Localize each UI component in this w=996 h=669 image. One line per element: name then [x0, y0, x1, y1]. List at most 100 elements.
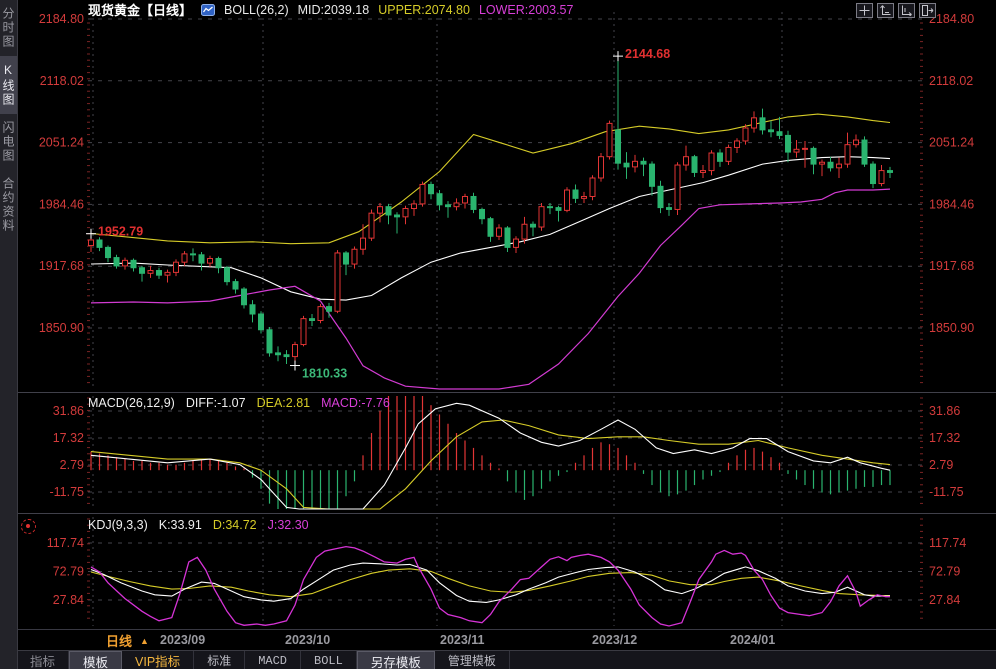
- candle-body: [581, 195, 587, 199]
- candle-body: [266, 329, 273, 354]
- candle-body: [317, 306, 324, 321]
- sidebar-item-flash-chart[interactable]: 闪电图: [1, 121, 15, 163]
- candle-body: [683, 156, 689, 166]
- candle-body: [402, 208, 409, 218]
- toolbar-item-模板[interactable]: 模板: [69, 651, 123, 669]
- kdj-d-line: [90, 568, 890, 598]
- y-axis-label-right: 17.32: [929, 431, 960, 445]
- toolbar-item-BOLL[interactable]: BOLL: [301, 651, 357, 669]
- toolbar-item-标准[interactable]: 标准: [194, 651, 246, 669]
- candle-body: [861, 139, 868, 165]
- sidebar-item-time-chart[interactable]: 分时图: [1, 7, 15, 49]
- candle-body: [606, 122, 613, 158]
- candle-body: [436, 193, 443, 206]
- candle-body: [428, 183, 434, 195]
- horizontal-axis-icon[interactable]: [898, 3, 915, 18]
- candle-body: [572, 189, 579, 199]
- date-label: 2023/09: [160, 633, 206, 647]
- candle-body: [538, 206, 545, 228]
- candle-body: [691, 156, 698, 173]
- candle-body: [241, 288, 247, 306]
- y-axis-label-right: 1850.90: [929, 321, 974, 335]
- date-label: 2024/01: [730, 633, 776, 647]
- candle-body: [207, 257, 213, 264]
- line-chart-icon: [201, 3, 216, 16]
- candle-body: [666, 207, 672, 210]
- candle-body: [96, 239, 103, 248]
- candle-body: [759, 117, 766, 131]
- candle-body: [487, 218, 494, 237]
- y-axis-label-right: -11.75: [929, 485, 964, 499]
- candle-body: [300, 318, 307, 346]
- candle-body: [453, 202, 460, 208]
- candle-body: [292, 344, 298, 358]
- date-label: 2023/11: [440, 633, 485, 647]
- candle-body: [615, 129, 621, 164]
- candle-body: [870, 163, 876, 185]
- candle-body: [598, 156, 604, 179]
- toolbar-item-管理模板[interactable]: 管理模板: [435, 651, 510, 669]
- kdj-d-value: D:34.72: [212, 518, 257, 532]
- sidebar-item-contract-info[interactable]: 合约资料: [1, 177, 15, 233]
- y-axis-label-left: 1850.90: [39, 321, 84, 335]
- candle-body: [734, 140, 740, 148]
- boll-lower-line: [90, 188, 891, 390]
- candle-body: [334, 252, 341, 312]
- toolbar-item-另存模板[interactable]: 另存模板: [356, 651, 435, 669]
- boll-indicator-label: BOLL(26,2): [224, 2, 289, 17]
- sidebar: 分时图 K线图 闪电图 合约资料: [0, 0, 18, 669]
- bottom-toolbar: 指标 模板 VIP指标 标准 MACD BOLL 另存模板 管理模板: [17, 650, 996, 669]
- candle-body: [479, 208, 485, 220]
- candle-body: [853, 139, 859, 146]
- y-axis-label-right: 31.86: [929, 404, 960, 418]
- toolbar-item-VIP指标[interactable]: VIP指标: [122, 651, 195, 669]
- candle-body: [844, 144, 851, 165]
- kdj-k-line: [90, 562, 890, 603]
- candle-body: [122, 259, 128, 267]
- chart-header: 现货黄金【日线】 BOLL(26,2) MID:2039.18 UPPER:20…: [88, 2, 573, 19]
- period-selector[interactable]: 日线 ▲: [100, 632, 155, 649]
- y-axis-label-left: 1984.46: [39, 197, 84, 211]
- y-axis-label-right: 27.84: [929, 593, 960, 607]
- boll-mid-value: MID:2039.18: [297, 2, 370, 17]
- candle-body: [785, 134, 791, 153]
- chart-canvas[interactable]: 1952.79 2144.68 1810.33 2184.80 2184.80 2118.…: [0, 0, 996, 650]
- candle-body: [700, 170, 706, 173]
- candle-body: [368, 212, 375, 239]
- crosshair-icon[interactable]: [856, 3, 873, 18]
- y-axis-label-right: 1984.46: [929, 197, 974, 211]
- candle-body: [878, 170, 885, 185]
- candle-body: [343, 252, 349, 265]
- indicator-settings-icon[interactable]: [21, 519, 36, 534]
- macd-macd-value: MACD:-7.76: [321, 396, 390, 410]
- candle-body: [105, 246, 111, 259]
- candle-body: [776, 131, 783, 136]
- vertical-axis-icon[interactable]: [877, 3, 894, 18]
- candle-body: [768, 129, 774, 133]
- candle-body: [224, 267, 230, 283]
- candle-body: [173, 261, 179, 273]
- candle-body: [708, 152, 715, 172]
- y-axis-label-left: -11.75: [49, 485, 84, 499]
- macd-title: MACD(26,12,9): [88, 396, 175, 410]
- candle-body: [802, 147, 808, 150]
- toolbar-item-指标[interactable]: 指标: [17, 651, 70, 669]
- candle-body: [419, 183, 426, 205]
- candle-body: [564, 189, 570, 211]
- candle-body: [249, 304, 256, 315]
- candle-body: [326, 306, 332, 312]
- candle-body: [640, 160, 647, 165]
- candle-body: [283, 354, 290, 358]
- collapse-panel-icon[interactable]: [919, 3, 936, 18]
- kdj-j-line: [90, 545, 890, 627]
- candle-body: [819, 161, 825, 165]
- sidebar-item-kline-chart[interactable]: K线图: [0, 56, 17, 114]
- candle-body: [632, 160, 638, 168]
- candle-body: [530, 223, 536, 228]
- candle-body: [198, 254, 205, 264]
- toolbar-item-MACD[interactable]: MACD: [245, 651, 302, 669]
- y-axis-label-right: 1917.68: [929, 259, 974, 273]
- candle-body: [462, 195, 468, 204]
- candle-body: [504, 227, 511, 248]
